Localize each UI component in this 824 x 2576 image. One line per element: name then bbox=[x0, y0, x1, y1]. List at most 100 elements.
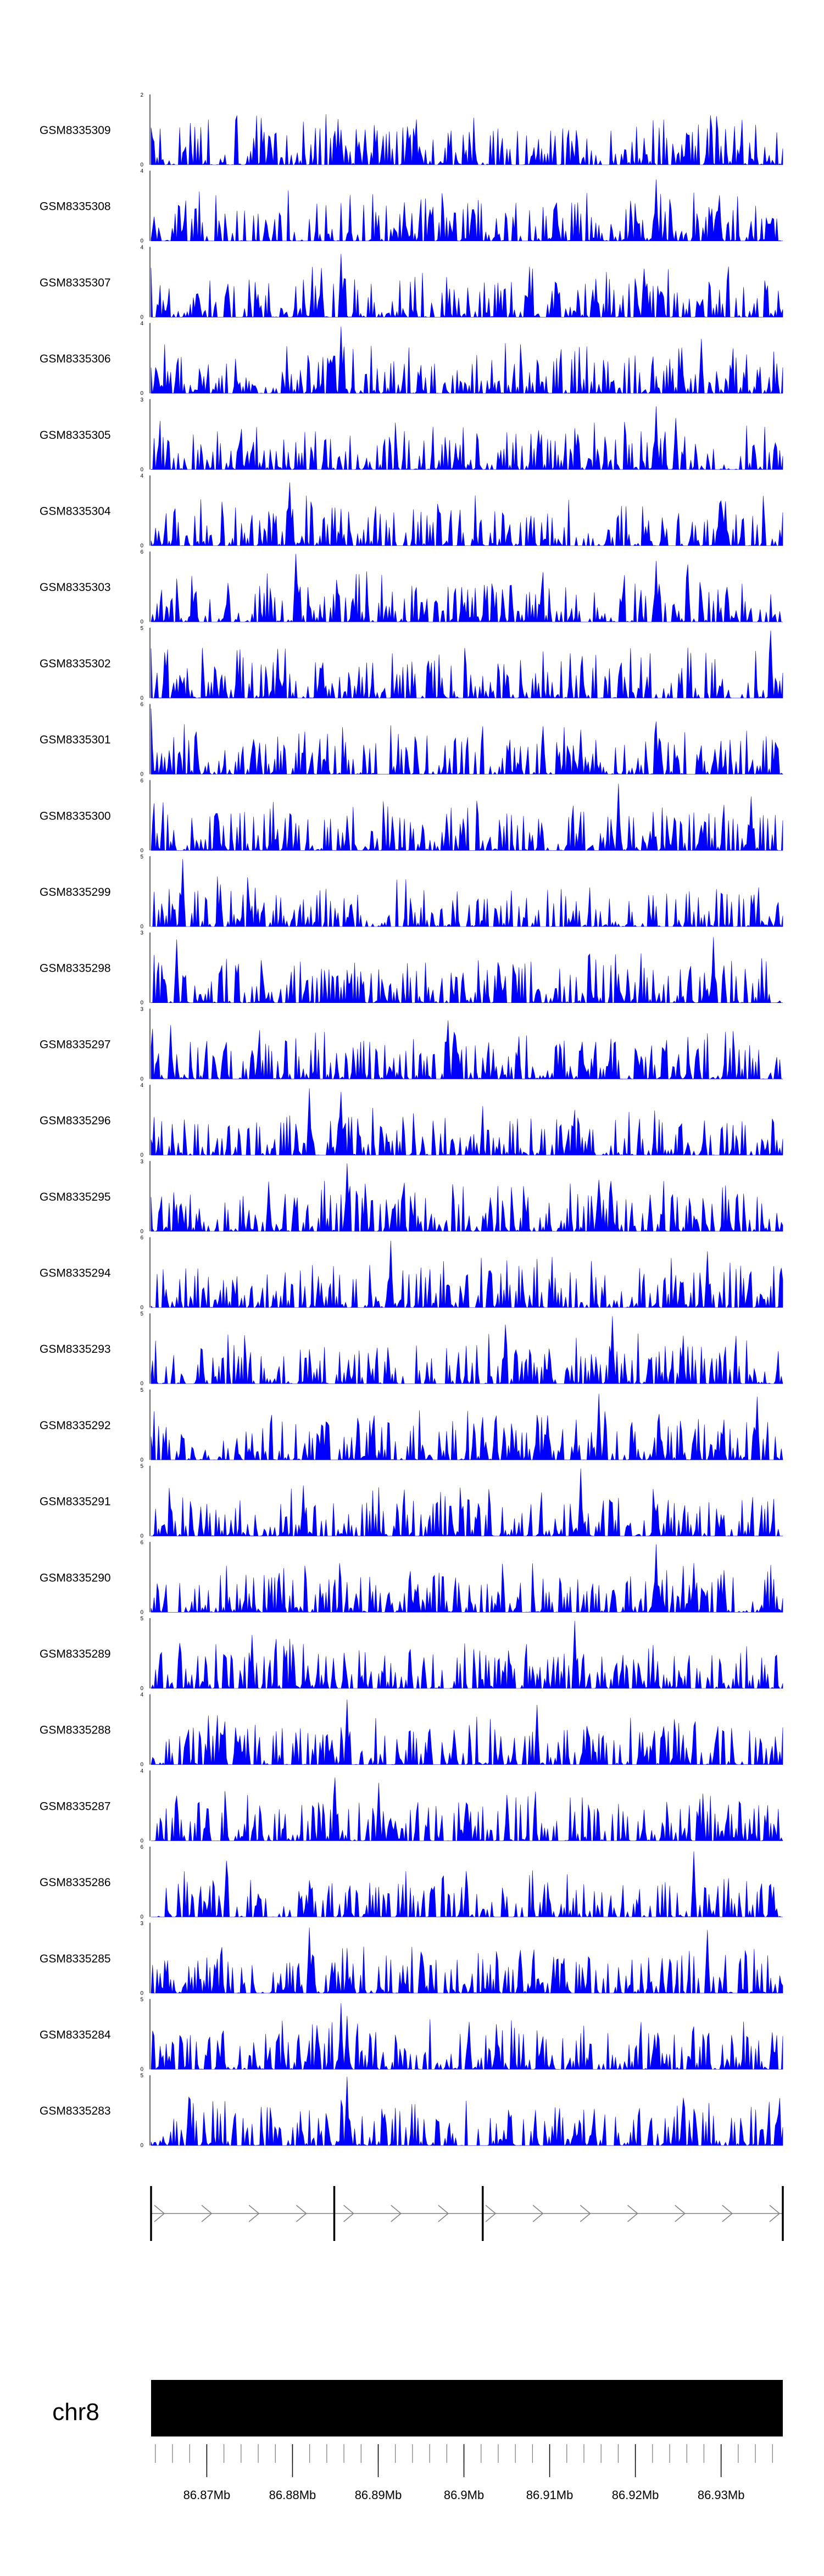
y-min-label: 0 bbox=[140, 2067, 143, 2073]
track-GSM8335302: GSM8335302 5 0 bbox=[40, 626, 783, 701]
track-GSM8335301: GSM8335301 6 0 bbox=[40, 702, 783, 778]
y-min-label: 0 bbox=[140, 238, 143, 244]
strand-chevron bbox=[201, 2205, 213, 2222]
strand-chevron bbox=[154, 2205, 165, 2222]
tick-label: 86.92Mb bbox=[612, 2488, 659, 2502]
tick-label: 86.9Mb bbox=[444, 2488, 484, 2502]
strand-chevron bbox=[343, 2205, 354, 2222]
coverage-area bbox=[151, 1020, 783, 1080]
coverage-area bbox=[151, 1240, 783, 1308]
y-min-label: 0 bbox=[140, 2143, 143, 2149]
track-label: GSM8335295 bbox=[40, 1191, 111, 1203]
y-min-label: 0 bbox=[140, 1229, 143, 1235]
y-min-label: 0 bbox=[140, 1152, 143, 1158]
coverage-area bbox=[151, 1468, 783, 1537]
y-min-label: 0 bbox=[140, 314, 143, 320]
track-label: GSM8335309 bbox=[40, 124, 111, 137]
tick-label: 86.89Mb bbox=[355, 2488, 402, 2502]
track-GSM8335304: GSM8335304 4 0 bbox=[40, 473, 783, 549]
track-label: GSM8335301 bbox=[40, 734, 111, 746]
y-min-label: 0 bbox=[140, 1381, 143, 1387]
y-max-label: 4 bbox=[140, 473, 143, 479]
track-label: GSM8335296 bbox=[40, 1114, 111, 1127]
track-GSM8335286: GSM8335286 6 0 bbox=[40, 1844, 783, 1920]
tick-label: 86.88Mb bbox=[269, 2488, 316, 2502]
track-GSM8335293: GSM8335293 5 0 bbox=[40, 1311, 783, 1387]
y-max-label: 6 bbox=[140, 1235, 143, 1241]
track-label: GSM8335286 bbox=[40, 1876, 111, 1889]
y-min-label: 0 bbox=[140, 162, 143, 168]
coverage-area bbox=[151, 482, 783, 547]
coverage-area bbox=[151, 1316, 783, 1385]
coverage-area bbox=[151, 114, 783, 166]
y-max-label: 3 bbox=[140, 1921, 143, 1927]
y-min-label: 0 bbox=[140, 1534, 143, 1540]
y-max-label: 5 bbox=[140, 1616, 143, 1622]
strand-chevron bbox=[296, 2205, 307, 2222]
y-min-label: 0 bbox=[140, 1609, 143, 1615]
y-min-label: 0 bbox=[140, 924, 143, 930]
coverage-area bbox=[151, 2076, 783, 2146]
track-GSM8335294: GSM8335294 6 0 bbox=[40, 1235, 783, 1311]
chromosome-ideogram-track: chr8 bbox=[52, 2380, 783, 2436]
track-GSM8335300: GSM8335300 6 0 bbox=[40, 778, 783, 854]
y-max-label: 5 bbox=[140, 626, 143, 632]
track-GSM8335292: GSM8335292 5 0 bbox=[40, 1387, 783, 1463]
track-label: GSM8335287 bbox=[40, 1800, 111, 1813]
track-label: GSM8335299 bbox=[40, 886, 111, 899]
track-GSM8335307: GSM8335307 4 0 bbox=[40, 244, 783, 320]
y-max-label: 5 bbox=[140, 1311, 143, 1317]
y-min-label: 0 bbox=[140, 1076, 143, 1082]
chromosome-label: chr8 bbox=[52, 2399, 99, 2426]
strand-chevron bbox=[769, 2205, 781, 2222]
track-GSM8335305: GSM8335305 3 0 bbox=[40, 397, 783, 473]
y-min-label: 0 bbox=[140, 772, 143, 778]
gene-model-track bbox=[150, 2186, 784, 2241]
track-label: GSM8335288 bbox=[40, 1724, 111, 1737]
y-max-label: 3 bbox=[140, 397, 143, 403]
track-label: GSM8335289 bbox=[40, 1648, 111, 1660]
track-label: GSM8335305 bbox=[40, 429, 111, 442]
y-max-label: 3 bbox=[140, 930, 143, 936]
track-label: GSM8335303 bbox=[40, 581, 111, 594]
y-max-label: 6 bbox=[140, 778, 143, 784]
track-GSM8335285: GSM8335285 3 0 bbox=[40, 1921, 783, 1997]
strand-chevron bbox=[675, 2205, 686, 2222]
strand-chevron bbox=[485, 2205, 497, 2222]
track-GSM8335289: GSM8335289 5 0 bbox=[40, 1616, 783, 1692]
track-label: GSM8335290 bbox=[40, 1571, 111, 1584]
y-max-label: 6 bbox=[140, 1540, 143, 1546]
track-label: GSM8335306 bbox=[40, 353, 111, 365]
y-max-label: 5 bbox=[140, 1997, 143, 2003]
strand-chevron bbox=[248, 2205, 260, 2222]
strand-chevron bbox=[627, 2205, 638, 2222]
y-min-label: 0 bbox=[140, 1838, 143, 1844]
track-GSM8335287: GSM8335287 4 0 bbox=[40, 1768, 783, 1844]
strand-chevron bbox=[438, 2205, 449, 2222]
y-max-label: 3 bbox=[140, 1006, 143, 1012]
y-min-label: 0 bbox=[140, 1457, 143, 1463]
coverage-area bbox=[151, 1088, 783, 1156]
track-label: GSM8335308 bbox=[40, 200, 111, 213]
coverage-area bbox=[151, 1621, 783, 1690]
tick-label: 86.93Mb bbox=[698, 2488, 745, 2502]
track-GSM8335306: GSM8335306 4 0 bbox=[40, 321, 783, 397]
y-max-label: 4 bbox=[140, 244, 143, 250]
coverage-area bbox=[151, 859, 783, 928]
track-label: GSM8335293 bbox=[40, 1343, 111, 1356]
y-max-label: 4 bbox=[140, 169, 143, 175]
y-min-label: 0 bbox=[140, 695, 143, 701]
coverage-area bbox=[151, 1851, 783, 1918]
track-GSM8335303: GSM8335303 6 0 bbox=[40, 549, 783, 625]
strand-chevron bbox=[722, 2205, 733, 2222]
genomic-axis: 86.87Mb 86.88Mb 86.89Mb 86.9Mb 86.91Mb 86.92M… bbox=[155, 2444, 773, 2502]
tick-label: 86.87Mb bbox=[183, 2488, 231, 2502]
track-label: GSM8335294 bbox=[40, 1267, 111, 1280]
coverage-area bbox=[151, 1927, 783, 1994]
y-min-label: 0 bbox=[140, 1914, 143, 1920]
y-min-label: 0 bbox=[140, 847, 143, 854]
coverage-area bbox=[151, 1544, 783, 1613]
coverage-area bbox=[151, 554, 783, 623]
track-GSM8335296: GSM8335296 4 0 bbox=[40, 1083, 783, 1158]
